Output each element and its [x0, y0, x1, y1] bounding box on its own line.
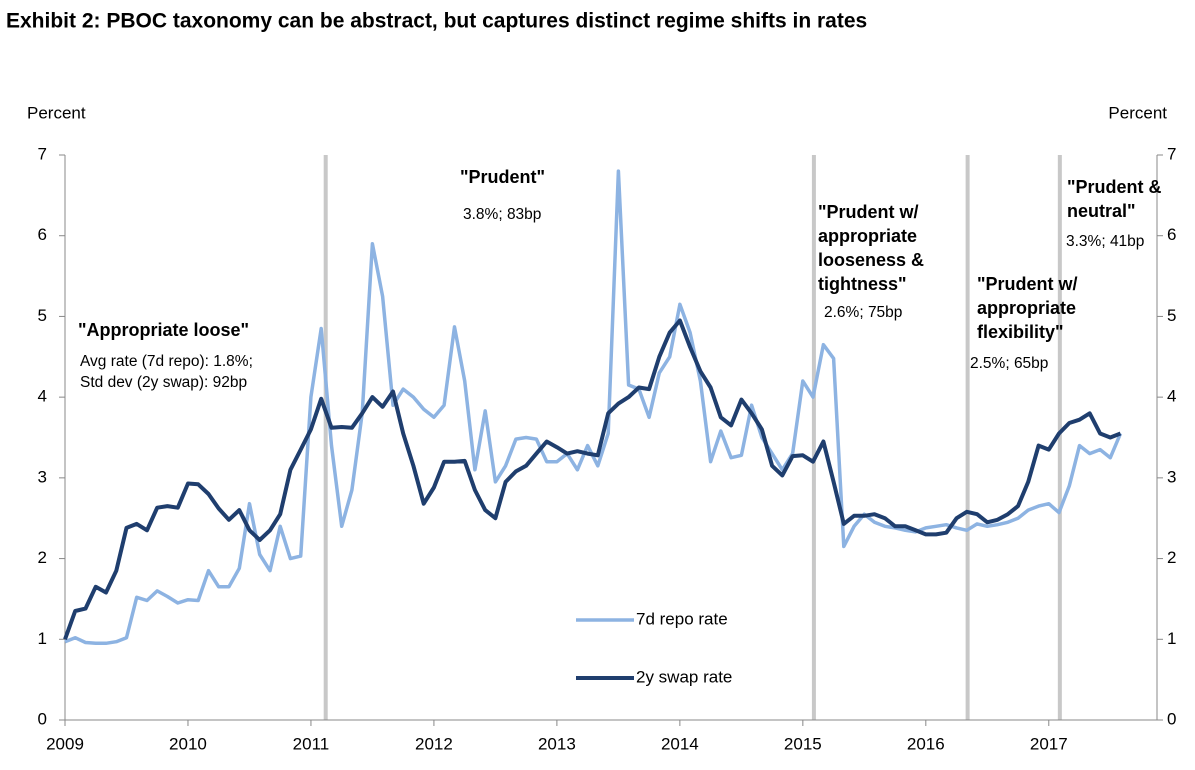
annotation-text: Std dev (2y swap): 92bp — [80, 374, 247, 391]
annotation-heading: "Prudent w/ — [977, 274, 1078, 294]
annotation-heading: appropriate — [977, 298, 1076, 318]
y2-tick-label: 7 — [1167, 144, 1176, 163]
x-tick-label: 2012 — [415, 734, 453, 753]
series-line — [64, 169, 1123, 646]
legend-label: 2y swap rate — [636, 667, 732, 686]
x-tick-label: 2009 — [46, 734, 84, 753]
x-tick-label: 2016 — [907, 734, 945, 753]
chart-title: Exhibit 2: PBOC taxonomy can be abstract… — [6, 10, 867, 33]
y2-axis-label: Percent — [1108, 103, 1167, 122]
y-tick-label: 3 — [38, 467, 47, 486]
y-tick-label: 0 — [38, 709, 47, 728]
y-tick-label: 7 — [38, 144, 47, 163]
annotation-text: 3.8%; 83bp — [463, 206, 541, 223]
y2-tick-label: 2 — [1167, 548, 1176, 567]
x-tick-label: 2017 — [1030, 734, 1068, 753]
annotation-text: Avg rate (7d repo): 1.8%; — [80, 353, 253, 370]
annotation-heading: appropriate — [818, 226, 917, 246]
y-tick-label: 5 — [38, 306, 47, 325]
annotation-heading: flexibility" — [977, 322, 1064, 342]
x-tick-label: 2010 — [169, 734, 207, 753]
annotation-heading: neutral" — [1067, 201, 1136, 221]
annotation-heading: tightness" — [818, 274, 907, 294]
y-axis-label: Percent — [27, 103, 86, 122]
annotation-heading: looseness & — [818, 250, 924, 270]
x-tick-label: 2013 — [538, 734, 576, 753]
y2-tick-label: 4 — [1167, 387, 1176, 406]
y2-tick-label: 5 — [1167, 306, 1176, 325]
legend-label: 7d repo rate — [636, 609, 728, 628]
y2-tick-label: 3 — [1167, 467, 1176, 486]
x-tick-label: 2011 — [293, 734, 330, 753]
y-tick-label: 1 — [38, 629, 47, 648]
series-line — [63, 318, 1122, 640]
annotation-text: 3.3%; 41bp — [1066, 233, 1144, 250]
annotation-text: 2.5%; 65bp — [970, 355, 1048, 372]
y-tick-label: 2 — [38, 548, 47, 567]
y2-tick-label: 6 — [1167, 225, 1176, 244]
annotation-heading: "Appropriate loose" — [78, 320, 249, 340]
y-tick-label: 6 — [38, 225, 47, 244]
x-tick-label: 2015 — [784, 734, 822, 753]
y-tick-label: 4 — [38, 387, 47, 406]
x-tick-label: 2014 — [661, 734, 699, 753]
annotation-heading: "Prudent w/ — [818, 202, 919, 222]
y2-tick-label: 1 — [1167, 629, 1176, 648]
annotation-heading: "Prudent" — [460, 167, 545, 187]
annotation-text: 2.6%; 75bp — [824, 304, 902, 321]
annotation-heading: "Prudent & — [1067, 177, 1162, 197]
y2-tick-label: 0 — [1167, 709, 1176, 728]
